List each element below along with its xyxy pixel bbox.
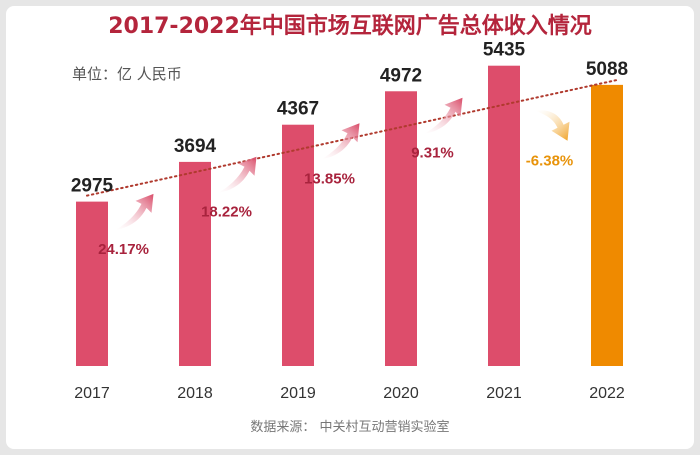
up-arrow-icon-2019 [218, 156, 257, 193]
x-tick-2020: 2020 [383, 385, 419, 402]
up-arrow-icon-2021 [424, 97, 463, 134]
bar-2017 [76, 201, 108, 366]
value-label-2021: 5435 [483, 40, 526, 61]
growth-label-2021: 9.31% [411, 145, 454, 162]
growth-label-2022: -6.38% [526, 153, 574, 170]
growth-label-2018: 24.17% [98, 241, 149, 258]
bar-2022 [591, 84, 623, 366]
value-label-2018: 3694 [174, 136, 217, 157]
bar-2020 [385, 91, 417, 366]
x-tick-2021: 2021 [486, 385, 522, 402]
up-arrow-icon-2020 [321, 123, 360, 160]
bar-2018 [179, 161, 211, 366]
growth-label-2020: 13.85% [304, 170, 355, 187]
growth-label-2019: 18.22% [201, 204, 252, 221]
value-label-2022: 5088 [586, 59, 628, 80]
chart-title: 2017-2022年中国市场互联网广告总体收入情况 [108, 14, 592, 39]
down-arrow-icon-2022 [535, 110, 570, 141]
unit-label: 单位：亿 人民币 [72, 65, 182, 83]
x-tick-2019: 2019 [280, 385, 316, 402]
value-label-2020: 4972 [380, 65, 422, 86]
up-arrow-icon-2018 [115, 193, 154, 230]
bar-2021 [488, 65, 520, 366]
source-note: 数据来源： 中关村互动营销实验室 [250, 420, 450, 435]
bar-2019 [282, 124, 314, 366]
x-tick-2017: 2017 [74, 385, 110, 402]
x-tick-2018: 2018 [177, 385, 213, 402]
x-tick-2022: 2022 [589, 385, 625, 402]
value-label-2019: 4367 [277, 99, 319, 120]
value-label-2017: 2975 [71, 176, 114, 197]
